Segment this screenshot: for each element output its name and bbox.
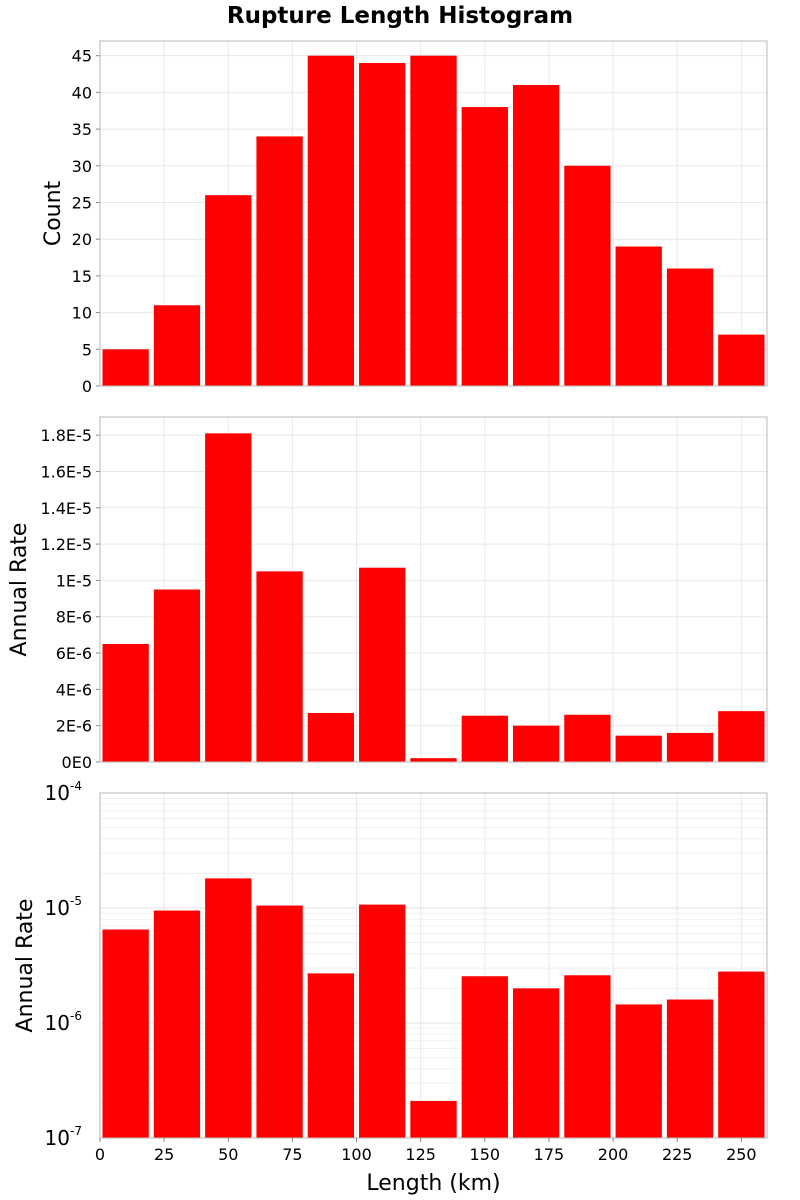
bar: [359, 904, 406, 1138]
bar: [512, 725, 560, 762]
bar: [153, 305, 201, 386]
y-tick-label: 10: [72, 304, 92, 323]
x-tick-label: 225: [662, 1145, 693, 1164]
bar: [512, 85, 560, 387]
bar: [461, 976, 508, 1138]
y-tick-label: 30: [72, 157, 92, 176]
bar: [564, 165, 611, 386]
bar: [718, 334, 765, 386]
y-tick-label: 1.4E-5: [40, 499, 92, 518]
y-tick-base: 10: [45, 896, 70, 920]
x-tick-label: 250: [726, 1145, 757, 1164]
y-tick-label: 10: [45, 896, 70, 920]
bar: [102, 349, 149, 386]
y-tick-label: 20: [72, 230, 92, 249]
y-tick-label: 10: [45, 781, 70, 805]
y-tick-label: 2E-6: [56, 717, 92, 736]
bar: [512, 988, 560, 1138]
y-tick-label: 15: [72, 267, 92, 286]
x-tick-label: 0: [95, 1145, 105, 1164]
x-tick-label: 125: [405, 1145, 436, 1164]
x-tick-label: 100: [341, 1145, 372, 1164]
bar: [615, 1004, 662, 1138]
bar: [153, 910, 201, 1138]
panel-2: 0E0 2E-6 4E-6 6E-6 8E-6 1E-5 1.2E-5 1.4E-5 1.6E-…: [7, 416, 768, 772]
y-tick-label: 0E0: [62, 753, 92, 772]
y-tick-label: 10: [45, 1011, 70, 1035]
bar: [307, 712, 355, 762]
bar: [307, 55, 355, 387]
chart-title: Rupture Length Histogram: [227, 3, 573, 29]
bar: [256, 905, 303, 1138]
y-tick-base: 10: [45, 1011, 70, 1035]
bar: [718, 711, 765, 762]
bar: [102, 643, 149, 762]
y-tick-exponent: -6: [70, 1009, 82, 1023]
x-tick-label: 200: [598, 1145, 629, 1164]
bar: [102, 929, 149, 1138]
bar: [564, 714, 611, 762]
y-tick-base: 10: [45, 1126, 70, 1150]
y-tick-label: 1E-5: [56, 571, 92, 590]
y-tick-label: 10: [45, 1126, 70, 1150]
y-tick-exponent: -5: [70, 894, 82, 908]
y-tick-label: 40: [72, 83, 92, 102]
y-tick-exponent: -4: [70, 779, 82, 793]
y-tick-label: 4E-6: [56, 680, 92, 699]
bar: [359, 567, 406, 762]
bar: [615, 246, 662, 386]
bar: [564, 975, 611, 1138]
bar: [666, 999, 714, 1138]
bar: [666, 732, 714, 762]
bar: [461, 107, 508, 386]
y-tick-base: 10: [45, 781, 70, 805]
bar: [718, 971, 765, 1138]
x-axis-label: Length (km): [366, 1171, 500, 1196]
x-tick-label: 175: [534, 1145, 565, 1164]
bar: [307, 973, 355, 1138]
y-tick-label: 1.2E-5: [40, 535, 92, 554]
x-tick-label: 150: [470, 1145, 501, 1164]
bar: [205, 195, 252, 386]
y-tick-label: 35: [72, 120, 92, 139]
bar: [410, 1100, 457, 1138]
bar: [205, 433, 252, 762]
bar: [461, 715, 508, 762]
y-tick-label: 1.6E-5: [40, 462, 92, 481]
bar: [256, 136, 303, 386]
bar: [666, 268, 714, 386]
bar: [205, 878, 252, 1138]
y-tick-label: 8E-6: [56, 608, 92, 627]
y-axis-label: Count: [41, 180, 66, 246]
y-axis-label: Annual Rate: [7, 523, 32, 657]
bar: [615, 735, 662, 762]
plot-frame: [99, 792, 768, 1139]
y-tick-exponent: -7: [70, 1124, 82, 1138]
plot-frame: [99, 416, 768, 763]
bar: [410, 758, 457, 762]
bar: [359, 63, 406, 387]
x-tick-label: 50: [218, 1145, 238, 1164]
y-tick-label: 25: [72, 193, 92, 212]
y-tick-label: 5: [82, 340, 92, 359]
panel-1: 0 5 10 15 20 25 30 35 40 45 Count: [41, 40, 768, 396]
y-tick-label: 1.8E-5: [40, 426, 92, 445]
plot-frame: [99, 40, 768, 387]
x-tick-label: 75: [282, 1145, 302, 1164]
x-tick-label: 25: [154, 1145, 174, 1164]
bar: [256, 571, 303, 762]
y-tick-label: 45: [72, 47, 92, 66]
bar: [153, 589, 201, 762]
y-tick-label: 0: [82, 377, 92, 396]
y-axis-label: Annual Rate: [13, 899, 38, 1033]
bar: [410, 55, 457, 387]
y-tick-label: 6E-6: [56, 644, 92, 663]
